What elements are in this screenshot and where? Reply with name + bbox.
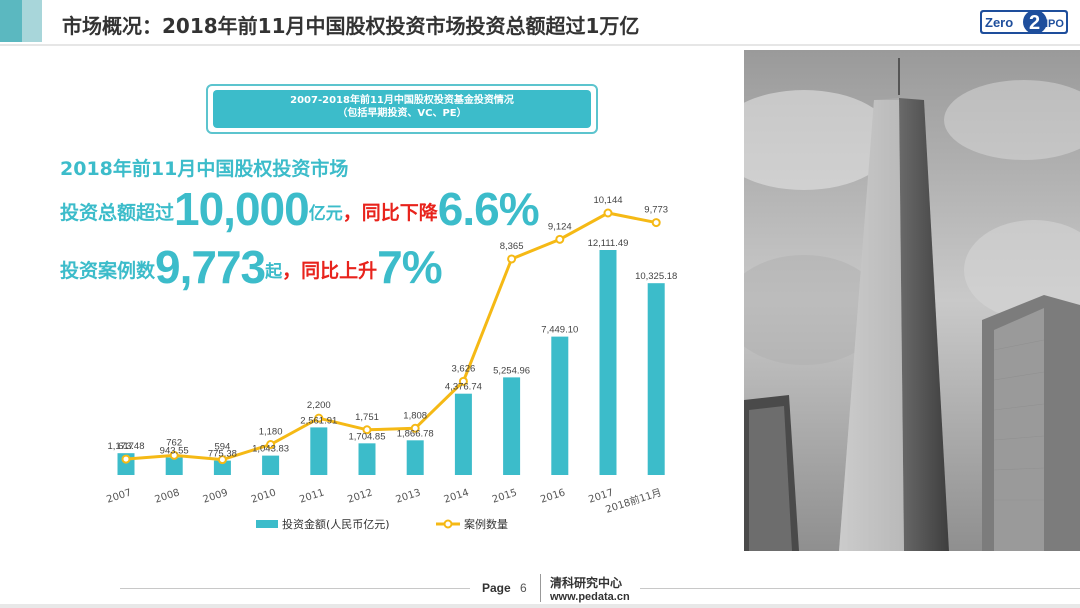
chart-subtitle-box: 2007-2018年前11月中国股权投资基金投资情况 （包括早期投资、VC、PE… xyxy=(206,84,598,134)
chart-subtitle-line1: 2007-2018年前11月中国股权投资基金投资情况 xyxy=(290,95,514,106)
x-tick-label: 2011 xyxy=(298,487,326,505)
case-count-point xyxy=(603,208,613,218)
case-count-label: 3,626 xyxy=(452,363,476,374)
case-count-label: 762 xyxy=(166,437,182,448)
case-count-point xyxy=(410,423,420,433)
legend-line-marker xyxy=(443,519,453,529)
svg-text:Zero: Zero xyxy=(985,15,1013,30)
case-count-label: 10,144 xyxy=(593,195,622,206)
bar-value-label: 12,111.49 xyxy=(588,238,629,249)
bar-value-label: 1,173.48 xyxy=(108,441,145,452)
x-tick-label: 2007 xyxy=(105,487,133,505)
case-count-point xyxy=(121,454,131,464)
x-tick-label: 2008 xyxy=(154,487,182,505)
skyscraper-photo xyxy=(744,50,1080,551)
svg-text:2: 2 xyxy=(1029,12,1040,34)
case-count-label: 9,124 xyxy=(548,221,572,232)
x-tick-label: 2015 xyxy=(491,487,519,505)
case-count-point xyxy=(555,234,565,244)
case-count-label: 1,180 xyxy=(259,427,283,438)
bar-2011 xyxy=(310,427,328,475)
bar-value-label: 775.38 xyxy=(208,449,237,460)
case-count-point xyxy=(362,425,372,435)
title-accent-bar-light xyxy=(22,0,42,42)
case-count-point xyxy=(217,455,227,465)
bar-value-label: 943.55 xyxy=(160,445,189,456)
case-count-label: 8,365 xyxy=(500,241,524,252)
case-count-label: 2,200 xyxy=(307,400,331,411)
x-tick-label: 2016 xyxy=(539,487,567,505)
footer-page-label: Page xyxy=(482,581,511,595)
x-tick-label: 2013 xyxy=(395,487,423,505)
bar-2013 xyxy=(406,440,424,475)
highlight-line3: 投资案例数9,773起，同比上升7% xyxy=(60,241,443,293)
bar-2016 xyxy=(551,336,569,475)
bar-2014 xyxy=(454,393,472,475)
highlight-line2: 投资总额超过10,000亿元，同比下降6.6% xyxy=(60,183,540,235)
case-count-point xyxy=(314,413,324,423)
svg-text:IPO: IPO xyxy=(1045,18,1064,30)
footer-rule-left xyxy=(120,588,470,589)
case-count-point xyxy=(458,376,468,386)
legend-line-label: 案例数量 xyxy=(464,517,508,531)
x-tick-label: 2014 xyxy=(443,487,471,505)
case-count-label: 1,751 xyxy=(355,412,379,423)
bar-value-label: 1,704.85 xyxy=(349,431,386,442)
case-count-point xyxy=(169,450,179,460)
bar-value-label: 1,866.78 xyxy=(397,428,434,439)
legend-bar-label: 投资金额(人民币亿元) xyxy=(282,517,390,531)
bar-2009 xyxy=(213,460,231,475)
bar-2008 xyxy=(165,457,183,475)
case-count-point xyxy=(266,440,276,450)
title-divider xyxy=(0,44,1080,46)
x-tick-label: 2012 xyxy=(346,487,374,505)
page-title: 市场概况：2018年前11月中国股权投资市场投资总额超过1万亿 xyxy=(62,14,640,38)
footer-org-name: 清科研究中心 xyxy=(550,576,623,590)
highlight-line1: 2018年前11月中国股权投资市场 xyxy=(60,158,349,180)
bar-2015 xyxy=(503,377,521,475)
bar-2018前11月 xyxy=(647,283,665,475)
footer-divider xyxy=(540,574,541,602)
x-tick-label: 2009 xyxy=(202,487,230,505)
bar-value-label: 10,325.18 xyxy=(635,271,677,282)
title-accent-bar xyxy=(0,0,22,42)
bar-value-label: 5,254.96 xyxy=(493,365,530,376)
chart-subtitle-line2: （包括早期投资、VC、PE） xyxy=(337,108,467,119)
case-count-point xyxy=(507,254,517,264)
bar-value-label: 7,449.10 xyxy=(541,325,578,336)
case-count-point xyxy=(651,218,661,228)
footer-rule-right xyxy=(640,588,1080,589)
case-count-label: 1,808 xyxy=(403,410,427,421)
bar-2010 xyxy=(262,455,280,475)
x-tick-label: 2010 xyxy=(250,487,278,505)
bottom-band xyxy=(0,604,1080,608)
bar-value-label: 1,043.83 xyxy=(252,444,289,455)
bar-value-label: 4,376.74 xyxy=(445,382,482,393)
investment-combo-chart: 1,173.48 943.55 775.38 1,043.83 2,561.91 1,70… xyxy=(105,195,677,531)
bar-value-label: 2,561.91 xyxy=(300,415,337,426)
case-count-label: 594 xyxy=(214,442,230,453)
bar-2012 xyxy=(358,443,376,475)
zero2ipo-logo: Zero 2 IPO xyxy=(980,10,1068,34)
case-count-label: 9,773 xyxy=(644,205,668,216)
footer-page-number: 6 xyxy=(520,581,527,595)
legend-bar-swatch xyxy=(256,520,278,528)
case-count-line xyxy=(125,211,657,462)
x-tick-label: 2018前11月 xyxy=(604,485,663,515)
bar-2017 xyxy=(599,250,617,475)
case-count-label: 617 xyxy=(118,441,134,452)
footer-url: www.pedata.cn xyxy=(550,591,630,603)
